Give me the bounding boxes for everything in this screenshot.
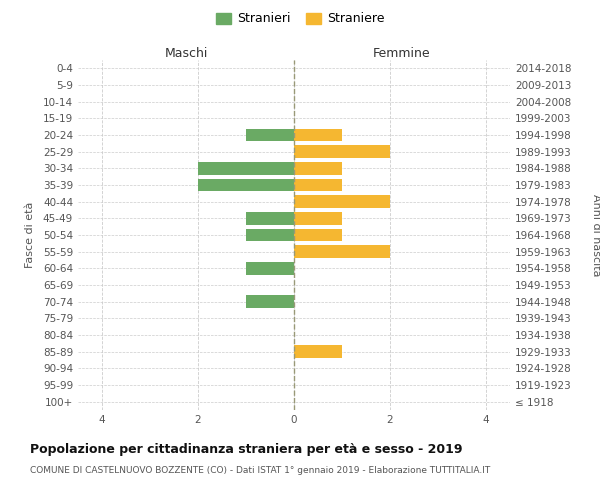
Bar — [294, 212, 342, 224]
Text: Maschi: Maschi — [164, 47, 208, 60]
Bar — [294, 346, 342, 358]
Y-axis label: Anni di nascita: Anni di nascita — [591, 194, 600, 276]
Bar — [198, 179, 294, 192]
Bar — [246, 212, 294, 224]
Bar — [246, 296, 294, 308]
Bar — [294, 196, 390, 208]
Bar — [294, 179, 342, 192]
Bar — [246, 129, 294, 141]
Bar — [294, 129, 342, 141]
Bar — [246, 262, 294, 274]
Bar — [294, 246, 390, 258]
Bar — [198, 162, 294, 174]
Bar — [246, 229, 294, 241]
Legend: Stranieri, Straniere: Stranieri, Straniere — [212, 8, 388, 29]
Text: COMUNE DI CASTELNUOVO BOZZENTE (CO) - Dati ISTAT 1° gennaio 2019 - Elaborazione : COMUNE DI CASTELNUOVO BOZZENTE (CO) - Da… — [30, 466, 490, 475]
Bar — [294, 229, 342, 241]
Bar — [294, 162, 342, 174]
Text: Popolazione per cittadinanza straniera per età e sesso - 2019: Popolazione per cittadinanza straniera p… — [30, 442, 463, 456]
Y-axis label: Fasce di età: Fasce di età — [25, 202, 35, 268]
Bar — [294, 146, 390, 158]
Text: Femmine: Femmine — [373, 47, 431, 60]
